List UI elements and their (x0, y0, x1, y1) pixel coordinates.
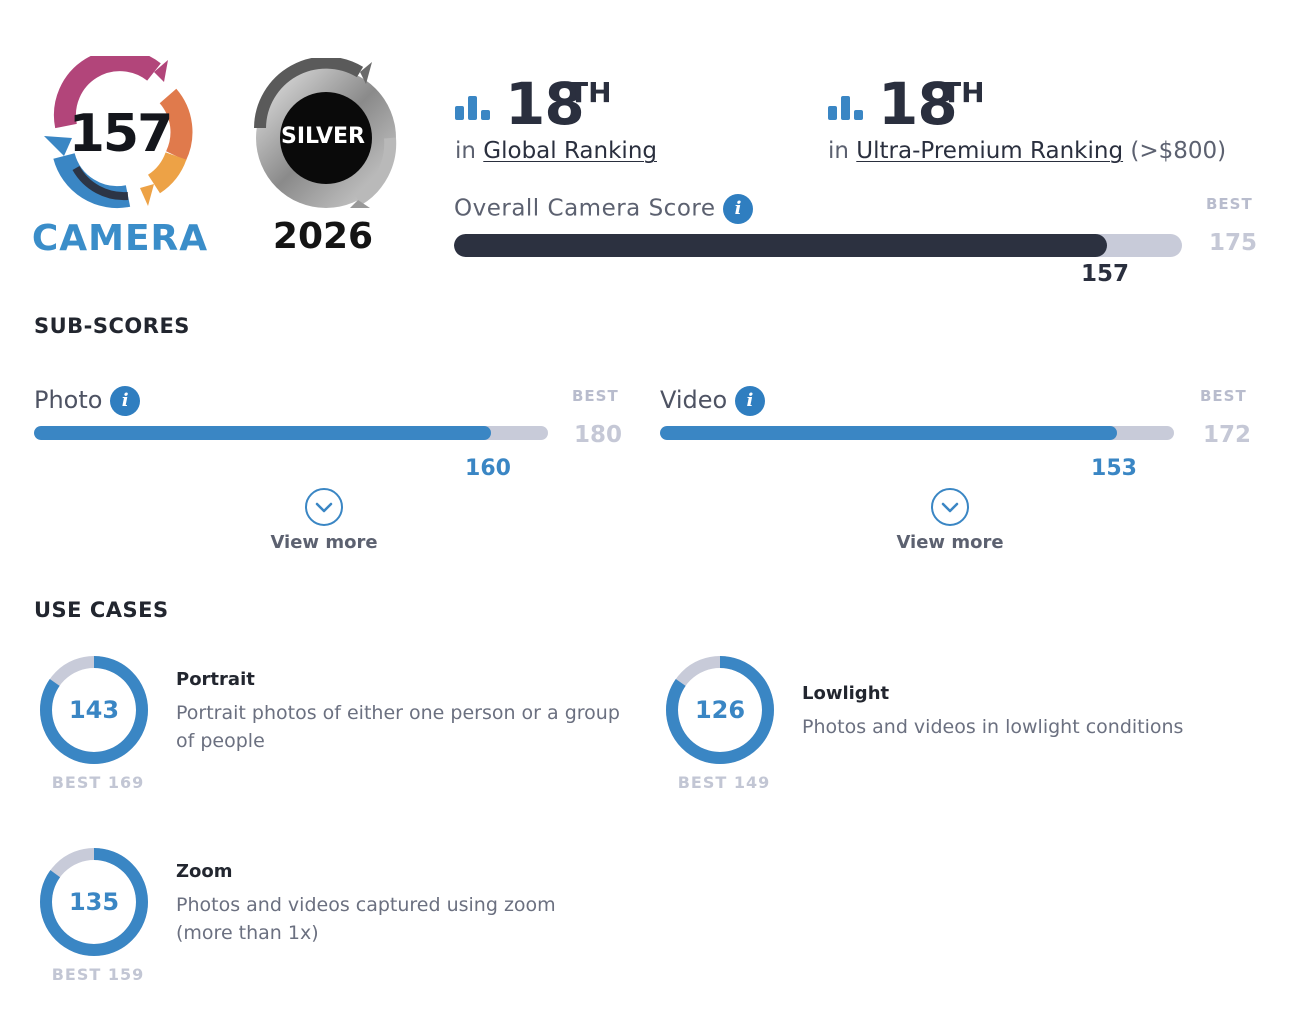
photo-score-bar (34, 426, 548, 440)
silver-ring-icon (254, 58, 397, 208)
global-rank-prefix: in (455, 138, 476, 164)
badge-year: 2026 (272, 216, 374, 257)
info-icon[interactable]: i (734, 386, 765, 416)
photo-best-label: BEST (572, 387, 619, 405)
camera-ring-icon (44, 56, 193, 209)
video-subscore-label: Video (660, 386, 728, 414)
portrait-description-line: of people (176, 730, 265, 752)
zoom-description: Photos and videos captured using zoom (m… (176, 891, 636, 947)
photo-subscore-label-row: Photo i (34, 386, 141, 416)
ultra-premium-ranking: 18 TH in Ultra-Premium Ranking (>$800) (828, 70, 1268, 180)
ultra-premium-ranking-link[interactable]: Ultra-Premium Ranking (856, 138, 1124, 164)
lowlight-title: Lowlight (802, 683, 890, 704)
photo-view-more-button[interactable]: View more (254, 488, 394, 553)
ring-fill (40, 656, 148, 764)
zoom-description-line: Photos and videos captured using zoom (176, 894, 556, 916)
video-best-label: BEST (1200, 387, 1247, 405)
use-cases-title: USE CASES (34, 598, 169, 622)
portrait-score-value: 143 (68, 696, 120, 724)
photo-view-more-label: View more (270, 532, 378, 553)
global-rank-line: in Global Ranking (455, 138, 657, 164)
overall-score-bar (454, 234, 1182, 257)
portrait-score-ring: 143 (38, 654, 150, 766)
overall-best-value: 175 (1209, 230, 1258, 256)
global-ranking-link[interactable]: Global Ranking (483, 138, 657, 164)
ultra-premium-rank-line: in Ultra-Premium Ranking (>$800) (828, 138, 1226, 164)
zoom-score-value: 135 (68, 888, 120, 916)
video-view-more-button[interactable]: View more (880, 488, 1020, 553)
silver-badge: SILVER 2026 (238, 56, 408, 266)
global-ranking: 18 TH in Global Ranking (455, 70, 785, 180)
portrait-ring-chart (40, 656, 148, 764)
photo-score-fill (34, 426, 491, 440)
lowlight-ring-chart (666, 656, 774, 764)
video-score-bar (660, 426, 1174, 440)
global-rank-suffix: TH (569, 76, 612, 109)
portrait-title: Portrait (176, 669, 255, 690)
camera-score-badge: 157 CAMERA (30, 56, 220, 266)
lowlight-best-value: BEST 149 (677, 773, 771, 792)
silver-label: SILVER (280, 124, 365, 149)
zoom-ring-chart (40, 848, 148, 956)
overall-score-value: 157 (1080, 261, 1129, 287)
video-subscore-label-row: Video i (660, 386, 765, 416)
ring-fill (666, 656, 774, 764)
ultra-premium-rank-suffix: TH (942, 76, 985, 109)
overall-score-fill (454, 234, 1108, 257)
photo-best-value: 180 (574, 422, 623, 448)
ultra-premium-rank-prefix: in (828, 138, 849, 164)
overall-best-label: BEST (1206, 195, 1253, 213)
chevron-down-icon (305, 488, 343, 526)
lowlight-description: Photos and videos in lowlight conditions (802, 713, 1262, 741)
bar-chart-icon (455, 96, 493, 120)
lowlight-score-value: 126 (694, 696, 746, 724)
portrait-description: Portrait photos of either one person or … (176, 699, 636, 755)
lowlight-description-line: Photos and videos in lowlight conditions (802, 716, 1184, 738)
camera-score-value: 157 (68, 104, 174, 164)
video-view-more-label: View more (896, 532, 1004, 553)
ultra-premium-rank-number: 18 (878, 70, 958, 138)
info-icon[interactable]: i (110, 386, 141, 416)
info-icon[interactable]: i (723, 194, 754, 224)
photo-score-value: 160 (465, 456, 511, 481)
photo-subscore-label: Photo (34, 386, 103, 414)
overall-score-label-row: Overall Camera Score i (454, 194, 754, 224)
zoom-title: Zoom (176, 861, 233, 882)
video-best-value: 172 (1203, 422, 1252, 448)
ultra-premium-price-note: (>$800) (1130, 138, 1227, 164)
portrait-description-line: Portrait photos of either one person or … (176, 702, 620, 724)
chevron-down-icon (931, 488, 969, 526)
bar-chart-icon (828, 96, 866, 120)
zoom-score-ring: 135 (38, 846, 150, 958)
zoom-best-value: BEST 159 (51, 965, 145, 984)
lowlight-score-ring: 126 (664, 654, 776, 766)
portrait-best-value: BEST 169 (51, 773, 145, 792)
ring-fill (40, 848, 148, 956)
global-rank-number: 18 (505, 70, 585, 138)
video-score-value: 153 (1091, 456, 1137, 481)
sub-scores-title: SUB-SCORES (34, 314, 190, 338)
overall-score-label: Overall Camera Score (454, 195, 716, 222)
video-score-fill (660, 426, 1118, 440)
camera-label: CAMERA (31, 218, 209, 259)
zoom-description-line: (more than 1x) (176, 922, 319, 944)
